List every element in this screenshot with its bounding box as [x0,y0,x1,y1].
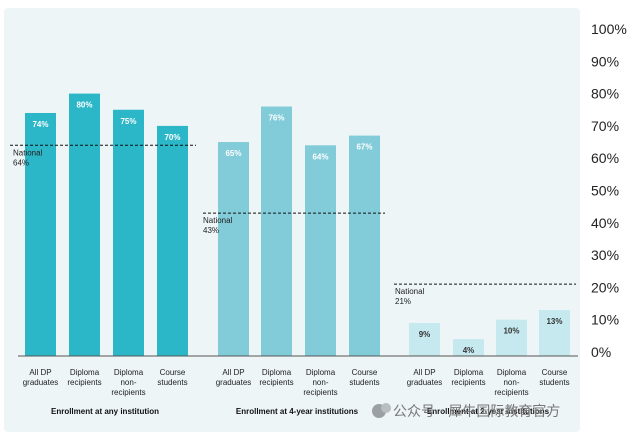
bar-value-label: 10% [503,327,519,336]
bar [453,339,484,356]
category-label: Diploma [70,368,100,377]
group-label: Enrollment at 4-year institutions [236,407,359,416]
category-label: graduates [407,378,443,387]
bar-value-label: 64% [312,152,328,161]
y-tick-label: 90% [591,53,619,69]
y-tick-label: 60% [591,150,619,166]
category-label: recipients [451,378,485,387]
bar [261,106,292,357]
category-label: recipients [259,378,293,387]
national-average-label: National [13,148,43,157]
category-label: non- [503,378,519,387]
category-label: All DP [222,368,244,377]
y-tick-label: 20% [591,279,619,295]
watermark-text: 公众号 · 犀牛国际教育官方 [393,404,560,420]
category-label: recipients [494,388,528,397]
y-axis-ticks: 0% 10% 20% 30% 40% 50% 60% 70% 80% 90% 100% [591,21,627,360]
category-label: graduates [216,378,252,387]
national-average-label: National [395,287,425,296]
category-label: non- [312,378,328,387]
category-label: students [349,378,379,387]
y-tick-label: 70% [591,118,619,134]
category-label: students [539,378,569,387]
y-tick-label: 80% [591,86,619,102]
bar-value-label: 13% [546,317,562,326]
y-tick-label: 30% [591,247,619,263]
y-tick-label: 50% [591,183,619,199]
category-label: Course [542,368,568,377]
bar [349,135,380,356]
category-label: Diploma [454,368,484,377]
bar-value-label: 65% [225,149,241,158]
national-average-label: 21% [395,297,411,306]
national-average-label: National [203,216,233,225]
bar [496,319,527,356]
category-label: Diploma [114,368,144,377]
category-label: recipients [303,388,337,397]
bar [539,310,570,356]
bar-value-label: 70% [164,133,180,142]
bar-value-label: 75% [120,117,136,126]
national-average-label: 64% [13,158,29,167]
category-labels: All DPgraduatesDiplomarecipientsDiploman… [23,368,570,416]
bar-value-label: 80% [76,101,92,110]
category-label: Course [352,368,378,377]
group-label: Enrollment at any institution [51,407,159,416]
category-label: recipients [111,388,145,397]
category-label: Diploma [306,368,336,377]
bar-value-label: 67% [356,143,372,152]
bar [25,112,56,356]
bar-value-label: 9% [419,330,431,339]
y-tick-label: 40% [591,215,619,231]
category-label: recipients [67,378,101,387]
bar [113,109,144,356]
category-label: Course [160,368,186,377]
y-tick-label: 0% [591,344,611,360]
bar [218,142,249,356]
group-label: Enrollment at 2-year institutions [427,407,550,416]
watermark: 公众号 · 犀牛国际教育官方 [372,403,560,420]
bar-value-label: 74% [32,120,48,129]
bar [409,322,440,356]
bar [157,125,188,357]
y-tick-label: 10% [591,312,619,328]
category-label: Diploma [497,368,527,377]
bar [69,93,100,356]
bar-value-label: 76% [268,114,284,123]
bar [305,145,336,356]
y-tick-label: 100% [591,21,627,37]
category-label: All DP [29,368,51,377]
national-average-label: 43% [203,226,219,235]
category-label: Diploma [262,368,292,377]
bars: 74% 80% 75% 70% 65% 76% 64% 67% 9% 4% 10% 13% [25,93,570,357]
category-label: All DP [413,368,435,377]
category-label: graduates [23,378,59,387]
bar-value-label: 4% [463,346,475,355]
category-label: students [157,378,187,387]
wechat-icon-bubble [381,403,391,413]
category-label: non- [120,378,136,387]
